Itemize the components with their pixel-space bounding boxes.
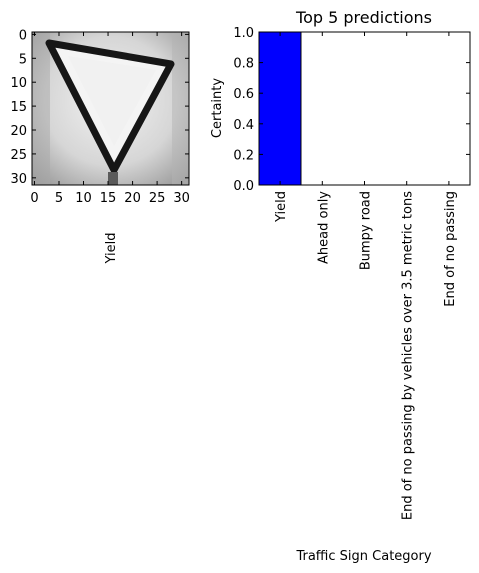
chart-x-tick-label: End of no passing <box>443 191 458 307</box>
image-y-tick-label: 25 <box>10 148 27 163</box>
image-x-tick-label: 5 <box>55 191 63 206</box>
image-y-tick-label: 5 <box>19 52 27 67</box>
chart-x-tick-label: End of no passing by vehicles over 3.5 m… <box>401 191 416 520</box>
chart-y-tick-label: 0.4 <box>233 118 254 133</box>
chart-x-tick-label: Yield <box>274 191 289 223</box>
image-y-tick-label: 10 <box>10 76 27 91</box>
bar-0 <box>258 31 302 186</box>
chart-y-tick-label: 1.0 <box>233 26 254 41</box>
image-xlabel: Yield <box>104 233 119 265</box>
chart-y-tick-label: 0.0 <box>233 179 254 194</box>
bar-chart: Top 5 predictions 0.0 0.2 0.4 0.6 0.8 1.0 Yie… <box>210 8 471 564</box>
image-x-tick-label: 0 <box>30 191 38 206</box>
image-x-tick-label: 25 <box>149 191 166 206</box>
image-y-tick-label: 15 <box>10 100 27 115</box>
chart-x-ticks: Yield Ahead only Bumpy road End of no passi… <box>274 32 458 520</box>
yield-sign-image <box>32 32 189 185</box>
image-x-tick-label: 20 <box>124 191 141 206</box>
chart-ylabel: Certainty <box>210 78 225 138</box>
image-y-tick-label: 30 <box>10 172 27 187</box>
image-panel: 0 5 10 15 20 25 30 0 5 10 15 20 25 30 Yield <box>10 28 189 264</box>
image-y-tick-label: 20 <box>10 124 27 139</box>
chart-y-tick-label: 0.8 <box>233 57 254 72</box>
chart-x-tick-label: Bumpy road <box>359 191 374 270</box>
image-y-tick-label: 0 <box>19 28 27 43</box>
chart-y-ticks: 0.0 0.2 0.4 0.6 0.8 1.0 <box>233 26 470 194</box>
image-frame <box>31 31 190 186</box>
image-x-tick-label: 30 <box>173 191 190 206</box>
image-x-tick-label: 10 <box>75 191 92 206</box>
chart-y-tick-label: 0.6 <box>233 87 254 102</box>
chart-x-tick-label: Ahead only <box>316 191 331 264</box>
chart-xlabel: Traffic Sign Category <box>295 549 431 564</box>
chart-title: Top 5 predictions <box>295 8 432 27</box>
chart-y-tick-label: 0.2 <box>233 148 254 163</box>
image-y-ticks: 0 5 10 15 20 25 30 <box>10 28 189 187</box>
image-x-tick-label: 15 <box>100 191 117 206</box>
image-x-ticks: 0 5 10 15 20 25 30 <box>30 32 190 206</box>
bars <box>258 31 302 186</box>
